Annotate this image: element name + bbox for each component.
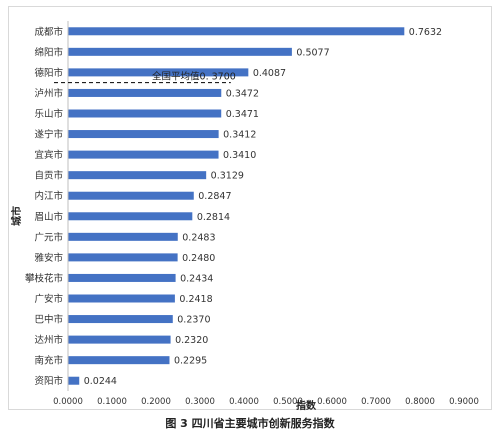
bar-14: [68, 294, 175, 303]
bar-11: [68, 232, 178, 241]
value-label-7: 0.3410: [223, 150, 256, 161]
value-label-2: 0.5077: [296, 47, 329, 58]
category-label-18: 资阳市: [34, 375, 63, 387]
value-label-16: 0.2320: [175, 335, 208, 346]
bar-2: [68, 47, 292, 56]
category-label-16: 达州市: [34, 334, 63, 346]
category-label-8: 自贡市: [34, 170, 63, 182]
category-label-1: 成都市: [34, 26, 63, 38]
value-label-12: 0.2480: [182, 253, 215, 264]
value-label-17: 0.2295: [174, 356, 207, 367]
bar-chart: 成都市 0.7632 绵阳市 0.5077 德阳市 0.4087 泸州市 0.3472 乐山市 0…: [10, 21, 479, 411]
value-label-3: 0.4087: [253, 68, 286, 79]
figure-caption: 图 3 四川省主要城市创新服务指数: [165, 417, 335, 430]
value-label-13: 0.2434: [180, 273, 213, 284]
bar-6: [68, 130, 219, 139]
category-label-7: 宜宾市: [34, 149, 63, 161]
value-label-6: 0.3412: [223, 130, 256, 141]
value-label-9: 0.2847: [198, 191, 231, 202]
chart-frame: 成都市 0.7632 绵阳市 0.5077 德阳市 0.4087 泸州市 0.3472 乐山市 0…: [8, 6, 492, 411]
x-tick-label-5: 0.4000: [229, 397, 259, 407]
category-label-11: 广元市: [34, 231, 63, 243]
x-tick-label-10: 0.9000: [449, 397, 479, 407]
category-label-9: 内江市: [34, 190, 63, 202]
category-label-5: 乐山市: [34, 108, 63, 120]
value-label-14: 0.2418: [179, 294, 212, 305]
bar-13: [68, 273, 176, 282]
x-tick-label-7: 0.6000: [317, 397, 347, 407]
x-tick-label-6: 0.5000: [273, 397, 303, 407]
bar-15: [68, 315, 173, 324]
bar-4: [68, 88, 222, 97]
value-label-4: 0.3472: [226, 88, 259, 99]
category-label-12: 雅安市: [34, 252, 63, 264]
bar-5: [68, 109, 222, 118]
bar-1: [68, 27, 405, 36]
bar-17: [68, 356, 170, 365]
category-label-15: 巴中市: [34, 314, 63, 326]
bar-10: [68, 212, 193, 221]
x-tick-label-3: 0.2000: [141, 397, 171, 407]
category-label-6: 遂宁市: [34, 129, 63, 141]
value-label-1: 0.7632: [409, 27, 442, 38]
bar-12: [68, 253, 178, 262]
value-label-15: 0.2370: [177, 315, 210, 326]
value-label-10: 0.2814: [197, 212, 230, 223]
category-label-13: 攀枝花市: [25, 272, 64, 284]
bar-8: [68, 171, 207, 180]
x-tick-label-2: 0.1000: [97, 397, 127, 407]
reference-line-label: 全国平均值0. 3700: [152, 71, 236, 83]
bar-3: [68, 68, 249, 77]
value-label-8: 0.3129: [211, 171, 244, 182]
value-label-5: 0.3471: [226, 109, 259, 120]
bar-16: [68, 335, 171, 344]
value-label-11: 0.2483: [182, 232, 215, 243]
category-label-10: 眉山市: [34, 211, 63, 223]
x-axis-title: 指数: [296, 399, 317, 411]
bar-9: [68, 191, 194, 200]
x-tick-label-9: 0.8000: [405, 397, 435, 407]
category-label-4: 泸州市: [34, 87, 63, 99]
x-tick-label-8: 0.7000: [361, 397, 391, 407]
category-label-14: 广安市: [34, 293, 63, 305]
bar-18: [68, 376, 80, 385]
bar-7: [68, 150, 219, 159]
x-tick-label-4: 0.3000: [185, 397, 215, 407]
y-axis-title: 城市: [10, 206, 23, 226]
x-tick-label-1: 0.0000: [53, 397, 83, 407]
category-label-3: 德阳市: [34, 67, 63, 79]
category-label-2: 绵阳市: [34, 46, 63, 58]
category-label-17: 南充市: [34, 355, 63, 367]
value-label-18: 0.0244: [84, 376, 117, 387]
